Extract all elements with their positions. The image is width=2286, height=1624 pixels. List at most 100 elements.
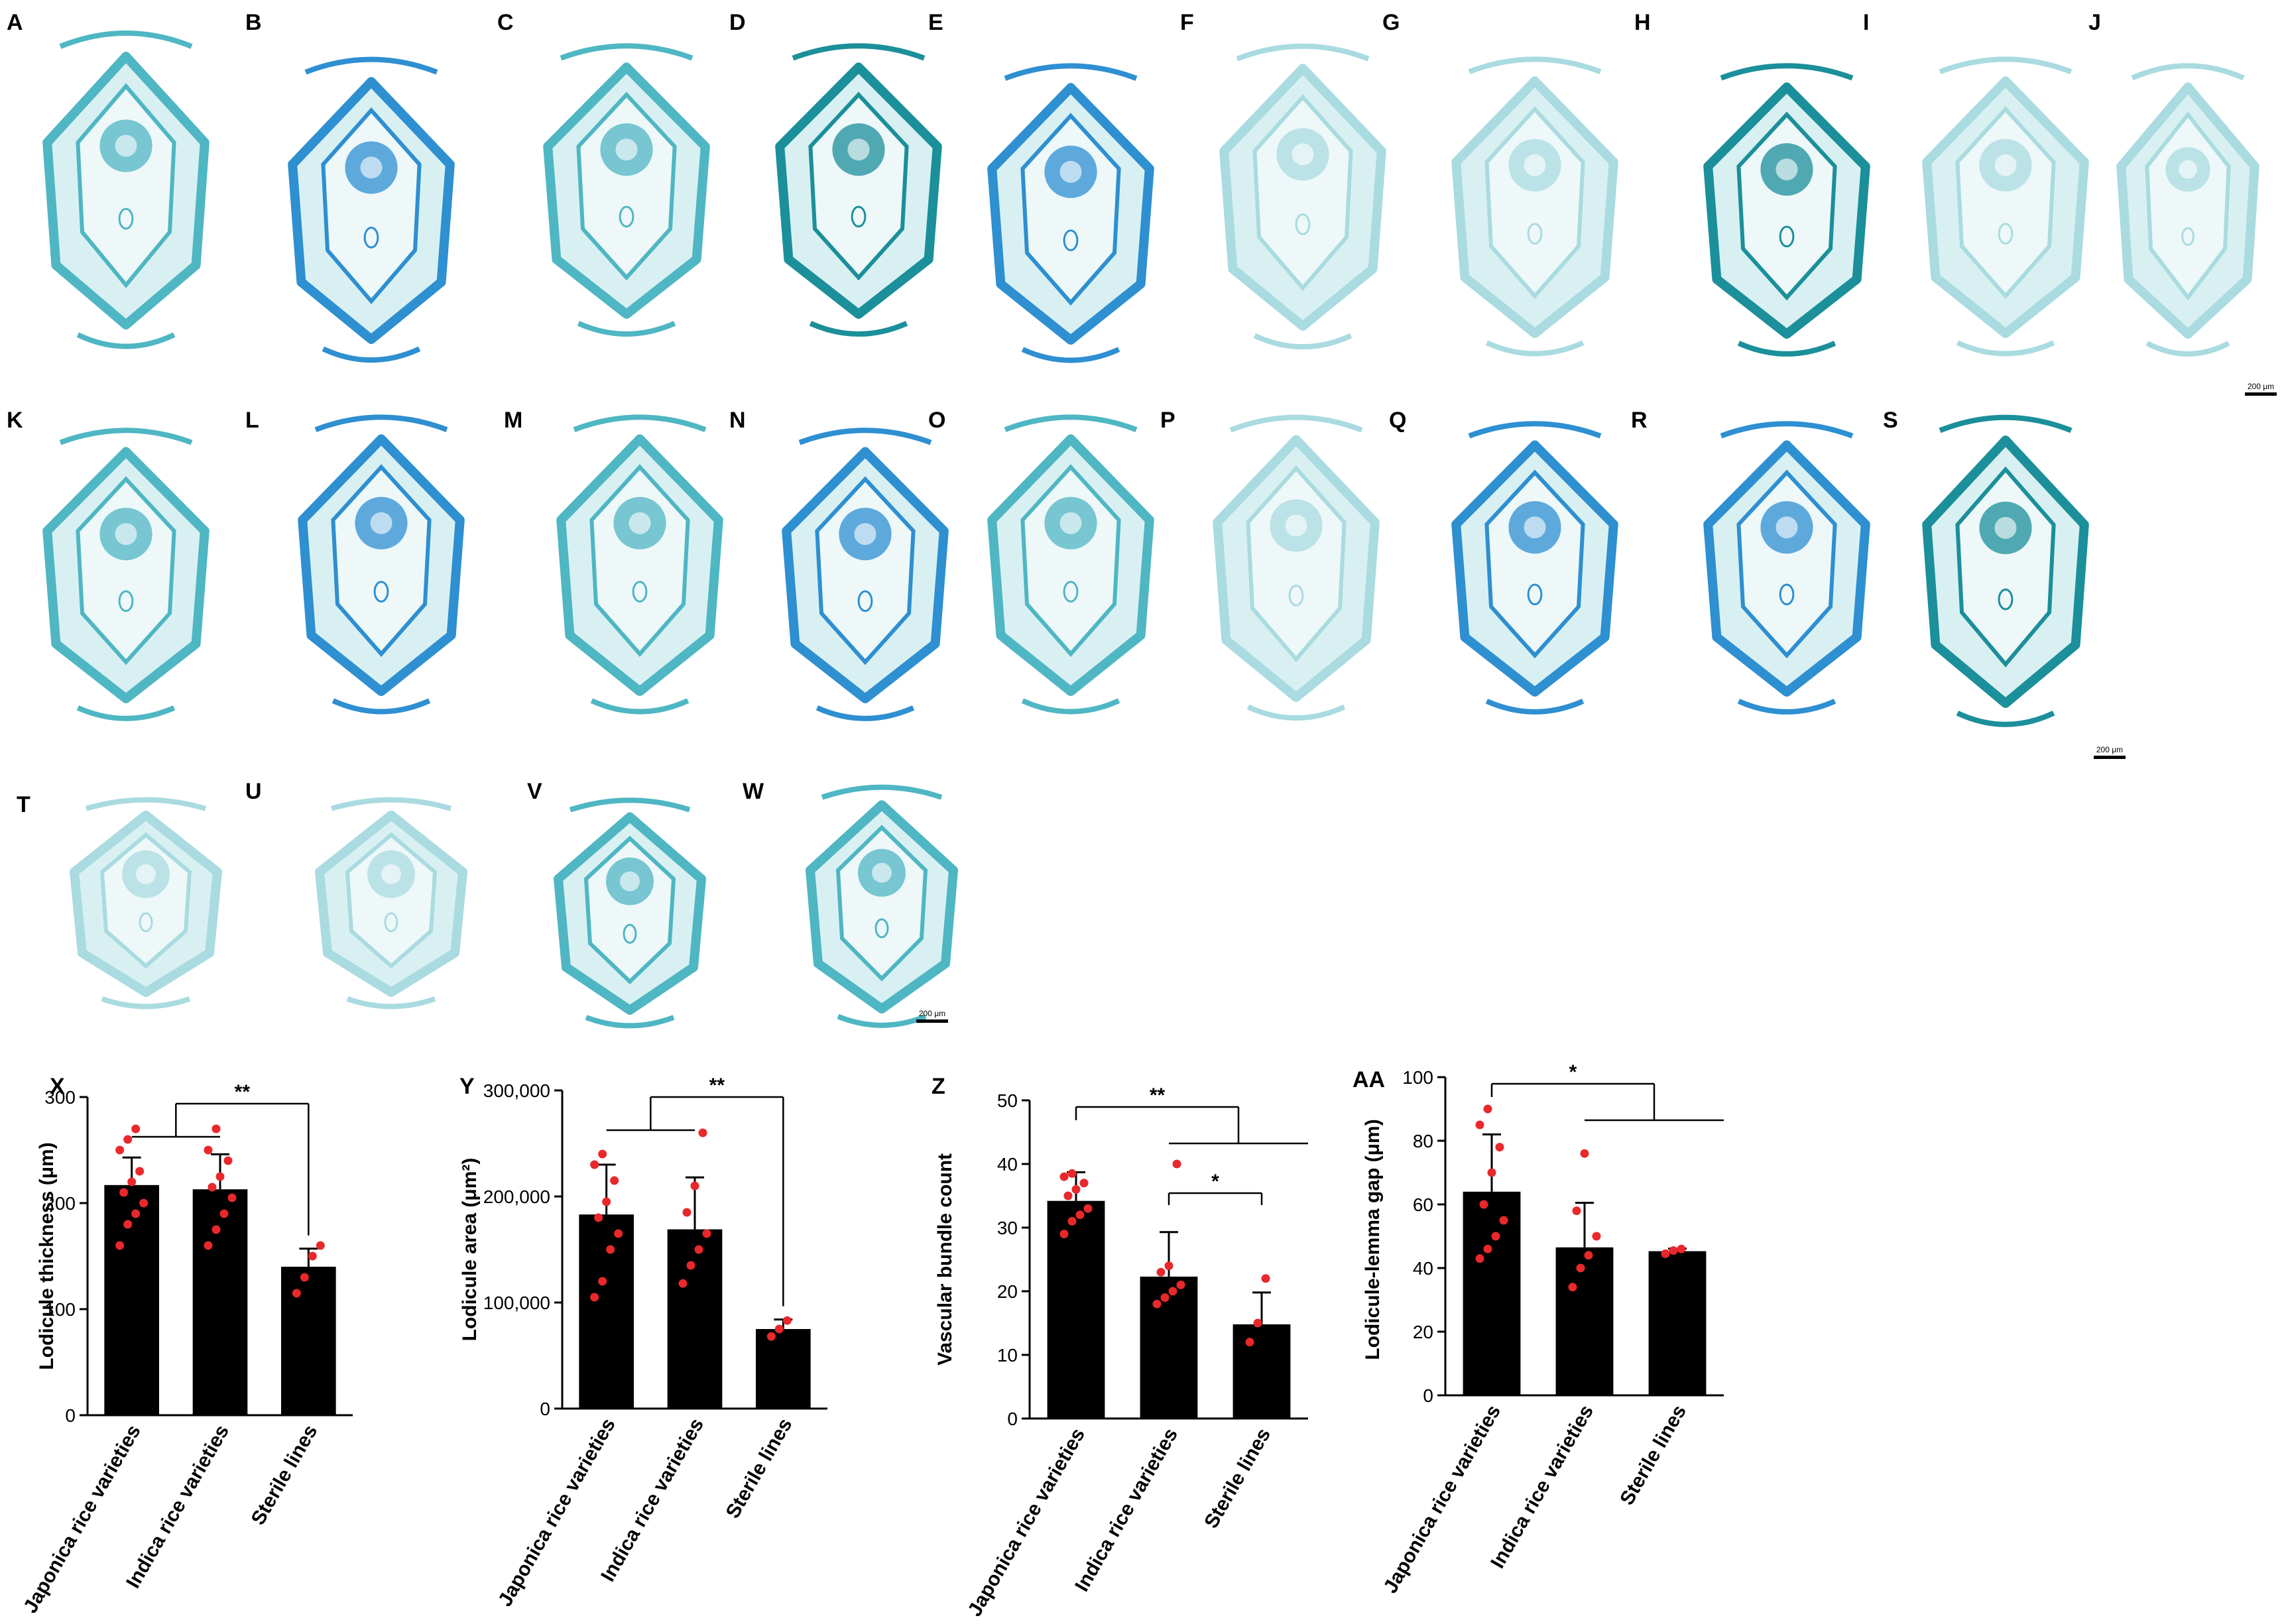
micrograph-panel-k: K: [7, 408, 235, 729]
lower-bract-arc: [837, 1014, 927, 1028]
lower-bract-arc: [577, 321, 676, 337]
bar-1: [667, 1229, 723, 1409]
micrograph-panel-i: I: [1863, 10, 2115, 365]
upper-bract-arc: [573, 414, 707, 432]
data-point: [1059, 1172, 1069, 1181]
y-tick-label: 60: [1413, 1194, 1433, 1215]
lower-bract-arc: [1956, 711, 2055, 727]
upper-bract-arc: [1720, 63, 1854, 81]
data-point: [300, 1273, 309, 1282]
data-point: [1164, 1261, 1173, 1271]
lower-bract-arc: [331, 698, 431, 715]
ovary-center: [1775, 516, 1798, 539]
x-category-label: Sterile lines: [722, 1415, 797, 1522]
vascular-bundle: [118, 207, 134, 230]
panel-label-d: D: [729, 10, 746, 35]
data-point: [1152, 1299, 1162, 1308]
upper-bract-arc: [821, 784, 943, 800]
micrograph-image: [42, 428, 210, 721]
vascular-bundle: [1998, 588, 2014, 610]
data-point: [1483, 1104, 1492, 1114]
lower-bract-arc: [76, 705, 176, 721]
upper-bract-arc: [59, 428, 193, 445]
data-point: [1475, 1120, 1484, 1130]
micrograph-panel-g: G: [1382, 10, 1644, 365]
micrograph-image: [1922, 414, 2089, 727]
micrograph-panel-o: O: [928, 408, 1180, 723]
upper-bract-arc: [560, 43, 693, 61]
chart-x: X 0 100 200 300 Lodicule thickness (μm) Japoni…: [19, 1074, 353, 1617]
significance-label: *: [1211, 1171, 1219, 1192]
chart-aa: AA 0 20 40 60 80 100 Lodicule-lemma gap (μm) Jap…: [1353, 1061, 1724, 1597]
data-point: [598, 1149, 607, 1159]
chart-panel-label: AA: [1353, 1067, 1385, 1092]
data-point: [698, 1128, 707, 1137]
data-point: [678, 1279, 688, 1288]
upper-bract-arc: [85, 797, 207, 811]
micrograph-panel-f: F: [1180, 10, 1412, 358]
micrograph-panel-j: J: [2088, 10, 2281, 365]
x-category-label: Sterile lines: [1616, 1401, 1691, 1509]
x-category-label: Indica rice varieties: [122, 1421, 233, 1592]
palea-outline: [2145, 111, 2231, 301]
data-point: [1063, 1191, 1073, 1200]
micrograph-panel-b: B: [245, 10, 481, 371]
micrograph-panel-m: M: [504, 408, 749, 723]
micrograph-panel-v: V: [527, 779, 729, 1034]
panel-label-v: V: [527, 779, 542, 804]
ovary-center: [620, 871, 640, 892]
micrograph-panel-t: T: [17, 792, 245, 1014]
data-point: [1245, 1338, 1254, 1347]
data-point: [1487, 1168, 1496, 1177]
vascular-bundle: [1295, 213, 1311, 235]
data-point: [1071, 1185, 1081, 1194]
data-point: [123, 1220, 133, 1229]
bar-1: [1555, 1247, 1614, 1395]
scale-bar-line-row2: [2094, 756, 2126, 759]
y-tick-label: 50: [997, 1090, 1018, 1111]
micrograph-panel-w: W: [743, 779, 981, 1034]
upper-bract-arc: [1468, 421, 1602, 439]
x-category-label: Indica rice varieties: [1486, 1401, 1598, 1572]
micrograph-image: [1451, 56, 1618, 357]
data-point: [1253, 1318, 1262, 1328]
data-point: [1499, 1216, 1508, 1225]
upper-bract-arc: [1229, 414, 1363, 433]
micrograph-image: [298, 414, 465, 715]
upper-bract-arc: [569, 797, 691, 813]
y-tick-label: 40: [997, 1154, 1018, 1175]
data-point: [782, 1316, 792, 1325]
micrograph-panel-u: U: [245, 779, 491, 1014]
panel-label-n: N: [729, 408, 746, 433]
micrograph-image: [1703, 63, 1870, 357]
micrograph-image: [782, 428, 949, 721]
scale-bar-line-row1: [2245, 392, 2277, 396]
lower-bract-arc: [322, 346, 421, 363]
lower-bract-arc: [1021, 347, 1120, 363]
upper-bract-arc: [1004, 414, 1138, 432]
panel-label-o: O: [928, 408, 946, 433]
data-point: [204, 1241, 213, 1250]
vascular-bundle: [874, 918, 889, 939]
y-tick-label: 200: [44, 1193, 76, 1214]
panel-label-w: W: [743, 779, 764, 804]
micrograph-image: [1451, 421, 1618, 715]
data-point: [115, 1241, 125, 1250]
data-point: [594, 1213, 603, 1222]
chart-panel-label: X: [50, 1074, 65, 1099]
data-point: [1495, 1143, 1504, 1152]
micrograph-image: [556, 414, 723, 715]
data-point: [123, 1135, 133, 1144]
scale-bar-line-row3: [916, 1019, 948, 1023]
micrograph-panel-a: A: [7, 10, 235, 358]
data-point: [215, 1172, 225, 1181]
ovary-center: [1994, 516, 2017, 539]
x-category-label: Sterile lines: [247, 1421, 322, 1529]
panel-label-a: A: [7, 10, 23, 35]
ovary-center: [136, 864, 156, 884]
ovary-center: [1059, 512, 1082, 534]
micrograph-image: [70, 797, 222, 1010]
data-point: [1669, 1246, 1678, 1255]
micrograph-image: [1219, 43, 1386, 350]
data-point: [1075, 1210, 1085, 1220]
